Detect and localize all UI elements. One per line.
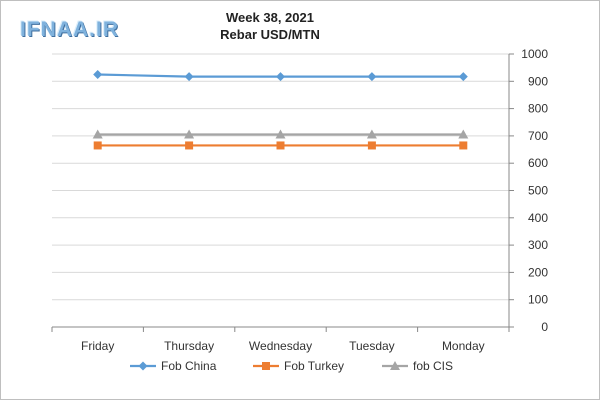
y-tick-label-300: 300 xyxy=(528,238,548,252)
y-tick-label-800: 800 xyxy=(528,102,548,116)
y-tick-label-400: 400 xyxy=(528,211,548,225)
y-tick-label-500: 500 xyxy=(528,184,548,198)
data-point-fob-cis-0 xyxy=(92,129,103,139)
data-point-fob-china-3 xyxy=(367,72,377,82)
legend-label-fob-turkey: Fob Turkey xyxy=(284,359,344,373)
y-tick-label-900: 900 xyxy=(528,74,548,88)
x-tick-label-wednesday: Wednesday xyxy=(249,339,312,353)
data-point-fob-china-2 xyxy=(276,72,285,82)
data-point-fob-turkey-2 xyxy=(276,141,285,150)
y-tick-label-0: 0 xyxy=(541,320,548,334)
data-point-fob-cis-4 xyxy=(458,129,469,139)
data-point-fob-turkey-4 xyxy=(459,141,468,150)
watermark-logo: IFNAA.IR xyxy=(20,18,119,41)
y-tick-label-100: 100 xyxy=(528,293,548,307)
y-tick-label-200: 200 xyxy=(528,265,548,279)
chart-title: Week 38, 2021 xyxy=(226,10,314,25)
data-point-fob-turkey-0 xyxy=(93,141,102,150)
data-point-fob-china-0 xyxy=(93,69,103,79)
data-point-fob-turkey-3 xyxy=(367,141,376,150)
legend-label-fob-cis: fob CIS xyxy=(413,359,453,373)
y-tick-label-700: 700 xyxy=(528,129,548,143)
y-tick-label-1000: 1000 xyxy=(521,47,548,61)
data-point-fob-cis-1 xyxy=(184,129,195,139)
chart-title-block: Week 38, 2021 Rebar USD/MTN xyxy=(190,9,350,43)
legend-marker-fob-china xyxy=(138,361,148,371)
x-tick-label-thursday: Thursday xyxy=(164,339,214,353)
y-tick-label-600: 600 xyxy=(528,156,548,170)
x-tick-label-friday: Friday xyxy=(81,339,114,353)
data-point-fob-cis-3 xyxy=(366,129,377,139)
data-point-fob-turkey-1 xyxy=(185,141,194,150)
legend-marker-fob-cis xyxy=(390,361,400,370)
data-point-fob-china-1 xyxy=(184,72,194,82)
legend-marker-fob-turkey xyxy=(262,362,270,370)
chart-subtitle: Rebar USD/MTN xyxy=(220,27,320,42)
x-tick-label-tuesday: Tuesday xyxy=(349,339,395,353)
data-point-fob-cis-2 xyxy=(275,129,286,139)
legend-label-fob-china: Fob China xyxy=(161,359,217,373)
data-point-fob-china-4 xyxy=(458,72,468,82)
x-tick-label-monday: Monday xyxy=(442,339,485,353)
